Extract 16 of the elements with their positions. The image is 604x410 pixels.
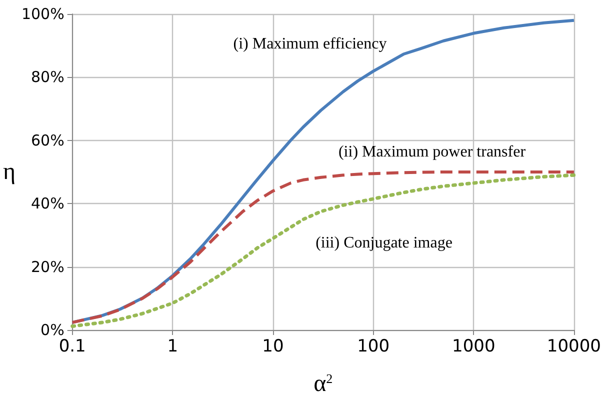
y-tick-label: 100%: [21, 5, 64, 23]
y-tick-label: 20%: [30, 258, 64, 276]
x-tick-label: 0.1: [58, 336, 86, 356]
y-tick-label: 60%: [30, 131, 64, 150]
annotation: (ii) Maximum power transfer: [338, 144, 526, 160]
annotation: (iii) Conjugate image: [316, 234, 452, 252]
y-tick-label: 80%: [30, 68, 64, 86]
y-axis-title: η: [2, 159, 16, 185]
y-tick-label: 0%: [40, 321, 64, 339]
x-tick-label: 10: [262, 336, 284, 356]
x-tick-label: 1000: [452, 336, 496, 356]
x-tick-label: 100: [357, 336, 390, 356]
x-tick-label: 10000: [546, 336, 602, 356]
x-tick-label: 1: [167, 336, 178, 356]
y-tick-label: 40%: [30, 194, 64, 213]
annotation: (i) Maximum efficiency: [233, 36, 387, 52]
